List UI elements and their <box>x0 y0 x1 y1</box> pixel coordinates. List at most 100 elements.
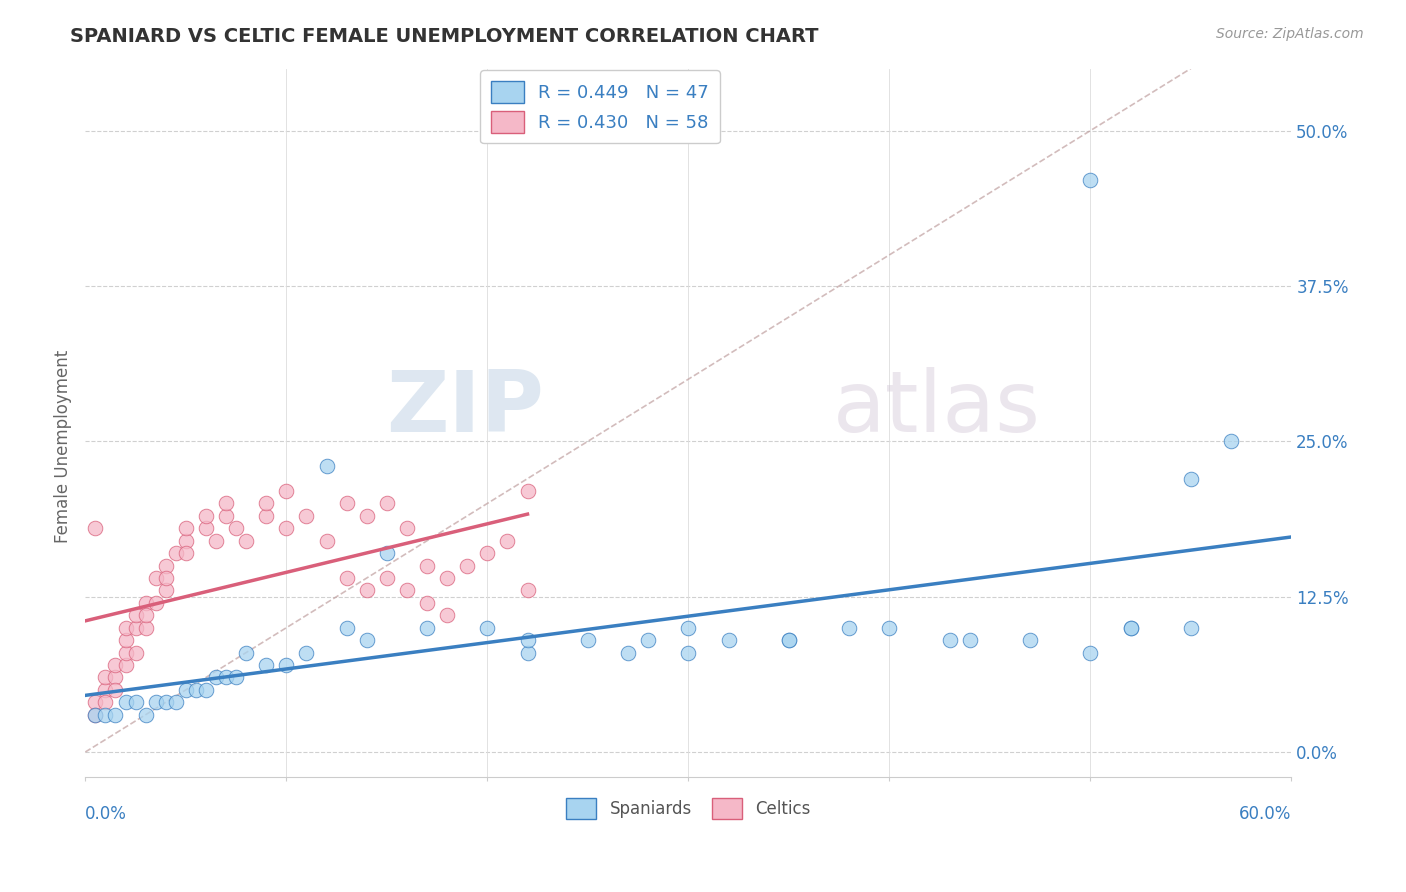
Point <box>145 596 167 610</box>
Point <box>1220 434 1243 449</box>
Point <box>215 670 238 684</box>
Point <box>678 646 700 660</box>
Point <box>205 670 228 684</box>
Point <box>114 621 136 635</box>
Point <box>436 571 458 585</box>
Point <box>315 533 337 548</box>
Point <box>1078 173 1101 187</box>
Point <box>124 608 146 623</box>
Point <box>637 633 659 648</box>
Point <box>254 508 277 523</box>
Text: Source: ZipAtlas.com: Source: ZipAtlas.com <box>1216 27 1364 41</box>
Point <box>336 621 359 635</box>
Point <box>155 695 177 709</box>
Point <box>276 483 298 498</box>
Point <box>1019 633 1042 648</box>
Point <box>104 658 127 673</box>
Point <box>124 695 146 709</box>
Point <box>155 571 177 585</box>
Point <box>165 546 187 560</box>
Point <box>104 682 127 697</box>
Point <box>416 558 439 573</box>
Point <box>477 546 499 560</box>
Point <box>114 646 136 660</box>
Point <box>165 695 187 709</box>
Point <box>959 633 981 648</box>
Point <box>456 558 478 573</box>
Point <box>135 707 157 722</box>
Point <box>1180 621 1202 635</box>
Text: 60.0%: 60.0% <box>1239 805 1291 823</box>
Point <box>194 508 217 523</box>
Point <box>276 658 298 673</box>
Point <box>778 633 800 648</box>
Point <box>94 682 117 697</box>
Point <box>375 496 398 510</box>
Point <box>104 670 127 684</box>
Point <box>516 633 538 648</box>
Point <box>395 521 418 535</box>
Point <box>496 533 519 548</box>
Point <box>879 621 901 635</box>
Point <box>336 496 359 510</box>
Text: Female Unemployment: Female Unemployment <box>55 350 72 542</box>
Point <box>114 658 136 673</box>
Point <box>124 646 146 660</box>
Point <box>155 583 177 598</box>
Point <box>225 521 247 535</box>
Point <box>395 583 418 598</box>
Point <box>114 633 136 648</box>
Point <box>135 608 157 623</box>
Point <box>1119 621 1142 635</box>
Point <box>84 707 107 722</box>
Text: 0.0%: 0.0% <box>86 805 127 823</box>
Point <box>184 682 207 697</box>
Legend: Spaniards, Celtics: Spaniards, Celtics <box>560 791 817 825</box>
Point <box>356 583 378 598</box>
Point <box>104 707 127 722</box>
Point <box>778 633 800 648</box>
Point <box>375 571 398 585</box>
Point <box>678 621 700 635</box>
Point <box>155 558 177 573</box>
Point <box>145 571 167 585</box>
Point <box>1078 646 1101 660</box>
Point <box>254 658 277 673</box>
Point <box>254 496 277 510</box>
Point <box>336 571 359 585</box>
Point <box>135 596 157 610</box>
Point <box>145 695 167 709</box>
Point <box>576 633 599 648</box>
Point <box>416 621 439 635</box>
Point <box>174 682 197 697</box>
Point <box>84 695 107 709</box>
Point <box>617 646 640 660</box>
Point <box>356 633 378 648</box>
Point <box>114 695 136 709</box>
Point <box>205 533 228 548</box>
Point <box>516 583 538 598</box>
Point <box>516 646 538 660</box>
Point <box>235 646 257 660</box>
Text: SPANIARD VS CELTIC FEMALE UNEMPLOYMENT CORRELATION CHART: SPANIARD VS CELTIC FEMALE UNEMPLOYMENT C… <box>70 27 818 45</box>
Point <box>436 608 458 623</box>
Point <box>295 646 318 660</box>
Point <box>1119 621 1142 635</box>
Point <box>838 621 860 635</box>
Point <box>94 670 117 684</box>
Point <box>356 508 378 523</box>
Point <box>84 707 107 722</box>
Point <box>174 521 197 535</box>
Point <box>124 621 146 635</box>
Point <box>477 621 499 635</box>
Point <box>174 546 197 560</box>
Point <box>938 633 960 648</box>
Point <box>276 521 298 535</box>
Point <box>375 546 398 560</box>
Point <box>94 695 117 709</box>
Point <box>1180 472 1202 486</box>
Point <box>174 533 197 548</box>
Point <box>135 621 157 635</box>
Point <box>717 633 740 648</box>
Text: atlas: atlas <box>832 367 1040 450</box>
